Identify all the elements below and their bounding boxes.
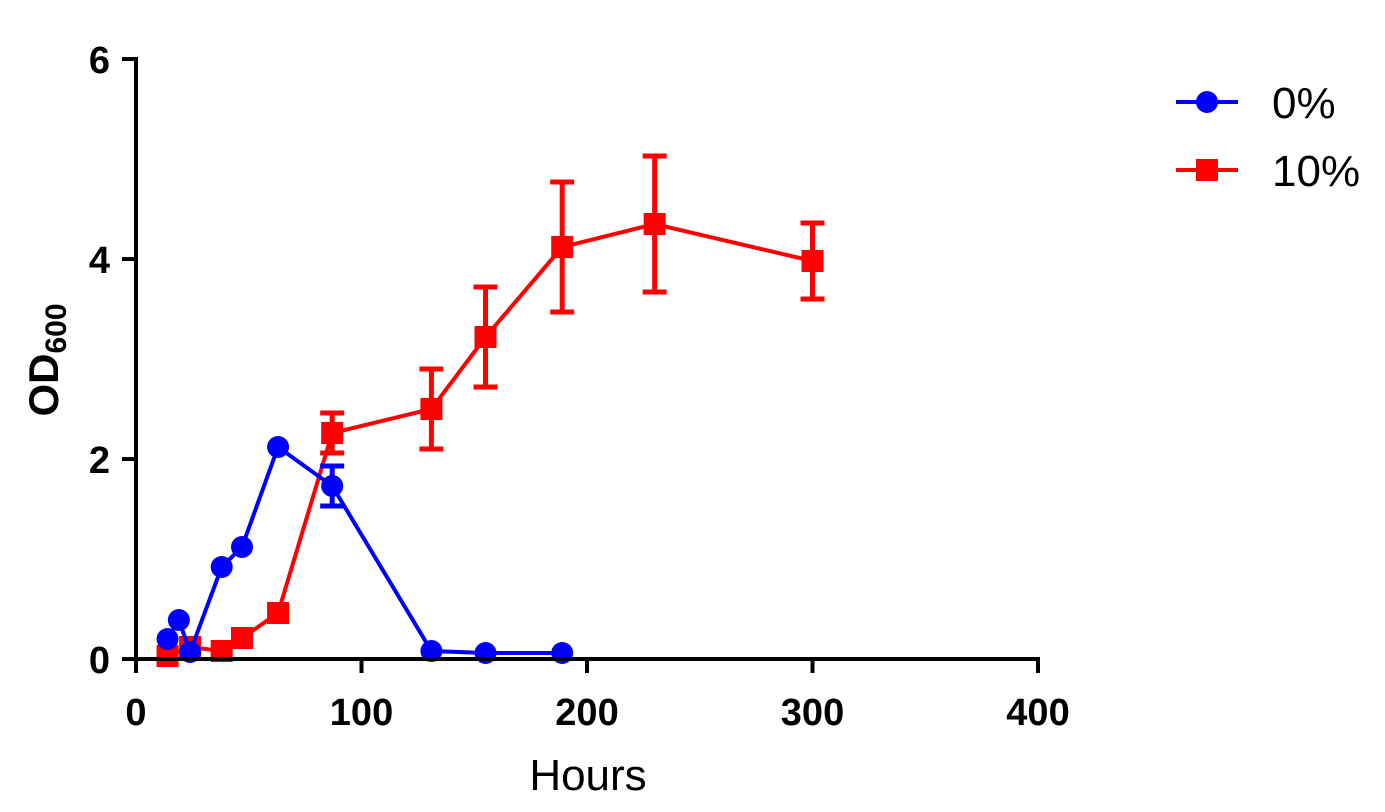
data-point: [551, 236, 574, 258]
x-tick-label: 300: [781, 692, 844, 734]
y-tick-label: 4: [89, 240, 110, 282]
data-point: [210, 556, 233, 578]
axes: [134, 57, 1040, 661]
y-axis-title-subscript: 600: [40, 303, 73, 353]
data-point: [474, 326, 497, 348]
x-tick-label: 200: [555, 692, 618, 734]
data-point: [167, 609, 190, 631]
data-point: [230, 627, 253, 649]
legend-marker: [1196, 91, 1218, 113]
legend-marker: [1196, 159, 1218, 181]
series-line: [165, 443, 563, 658]
legend: 0%10%: [1176, 79, 1360, 196]
y-axis-title: OD600: [20, 303, 73, 416]
data-point: [420, 640, 443, 662]
legend-label: 0%: [1272, 79, 1336, 128]
x-tick-label: 0: [125, 692, 146, 734]
y-tick-label: 0: [89, 640, 110, 682]
data-point: [420, 398, 443, 420]
axis-ticks: 0 100 200 300 400 0 2 4 6: [89, 40, 1070, 734]
data-point: [230, 536, 253, 558]
data-point: [801, 250, 824, 272]
data-point: [321, 422, 344, 444]
series-zero-percent: [156, 436, 574, 664]
y-tick-label: 6: [89, 40, 110, 82]
data-point: [156, 628, 179, 650]
data-point: [321, 475, 344, 497]
legend-label: 10%: [1272, 147, 1360, 196]
x-axis-title: Hours: [529, 751, 646, 800]
data-point: [267, 436, 290, 458]
data-point: [156, 645, 179, 667]
y-tick-label: 2: [89, 440, 110, 482]
x-tick-label: 400: [1006, 692, 1069, 734]
data-point: [643, 213, 666, 235]
y-axis-title-main: OD: [20, 354, 67, 417]
data-point: [267, 602, 290, 624]
data-point: [210, 640, 233, 662]
plot-area: [156, 153, 825, 667]
series-ten-percent: [156, 153, 825, 667]
x-tick-label: 100: [330, 692, 393, 734]
